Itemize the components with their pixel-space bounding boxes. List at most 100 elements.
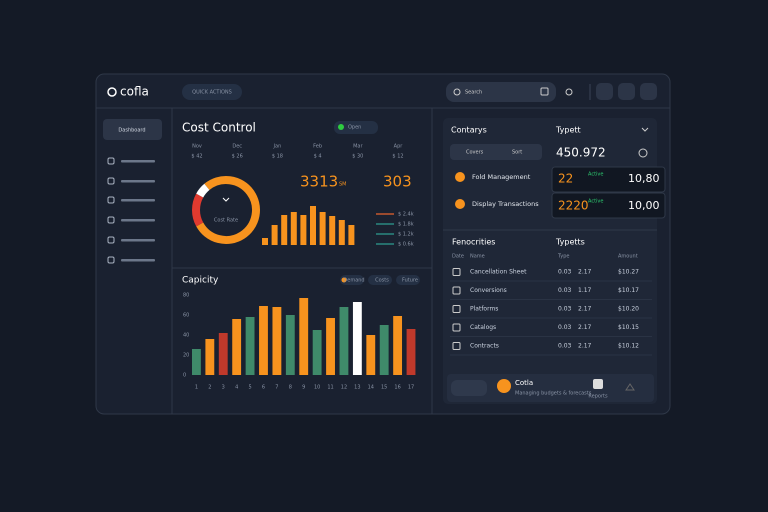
menu-item[interactable]	[121, 239, 155, 242]
menu-item[interactable]	[121, 259, 155, 262]
donut-heart	[222, 197, 230, 202]
notification-icon[interactable]	[565, 88, 573, 96]
table-cell: $10.27	[618, 269, 639, 276]
y-tick-label: 80	[183, 293, 189, 299]
legend-label: $ 0.6k	[398, 242, 414, 248]
menu-icon[interactable]	[107, 256, 115, 264]
row-icon	[452, 268, 461, 276]
column-header: Amount	[618, 254, 638, 260]
status: Open	[348, 125, 361, 131]
footer-link[interactable]: Reports	[588, 394, 608, 400]
column-label: Mar	[353, 144, 363, 150]
row-name: Fold Management	[472, 173, 531, 181]
table-cell: 2.17	[578, 269, 592, 276]
chevron[interactable]	[641, 127, 649, 132]
bar	[271, 225, 278, 245]
column-header: Date	[452, 254, 464, 260]
x-tick-label: 2	[208, 385, 211, 391]
menu-item[interactable]	[121, 199, 155, 202]
column-value: $ 4	[314, 154, 322, 160]
x-tick-label: 1	[195, 385, 198, 391]
table-cell: 0.03	[558, 269, 572, 276]
quick-action: QUICK ACTIONS	[192, 90, 232, 96]
metric-unit: SM	[339, 182, 347, 188]
column-value: $ 26	[232, 154, 243, 160]
legend-pill[interactable]	[368, 275, 392, 285]
legend-pill[interactable]	[340, 275, 364, 285]
x-tick-label: 17	[408, 385, 414, 391]
table-cell: Cancellation Sheet	[470, 269, 527, 276]
menu-icon[interactable]	[107, 177, 115, 185]
logo-icon	[107, 87, 117, 97]
bar	[352, 302, 362, 375]
menu-item[interactable]	[121, 219, 155, 222]
column-header: Type	[557, 254, 569, 260]
bar	[290, 212, 297, 245]
menu-item[interactable]	[121, 180, 155, 183]
column-label: Apr	[394, 144, 404, 150]
contacts-search[interactable]	[450, 144, 542, 160]
table-cell: $10.12	[618, 343, 639, 350]
row-value: 22	[558, 172, 573, 186]
legend-label: $ 2.4k	[398, 212, 414, 218]
profile-button[interactable]	[640, 83, 657, 100]
settings-button[interactable]	[618, 83, 635, 100]
legend-dot	[341, 277, 347, 283]
table-cell: $10.20	[618, 306, 639, 313]
menu-icon[interactable]	[107, 236, 115, 244]
donut-segment	[192, 193, 204, 227]
row-icon	[452, 342, 461, 350]
column-header: Name	[470, 254, 485, 260]
section-title: Cost Control	[182, 121, 256, 135]
menu-icon[interactable]	[107, 157, 115, 165]
x-tick-label: 3	[222, 385, 225, 391]
x-tick-label: 11	[327, 385, 333, 391]
y-tick-label: 0	[183, 373, 186, 379]
quick-action-button[interactable]	[182, 84, 242, 100]
legend-label: Costs	[375, 278, 389, 284]
menu-icon[interactable]	[107, 196, 115, 204]
panel-title: Contarys	[451, 126, 487, 135]
bar	[339, 307, 349, 375]
bar	[393, 316, 403, 375]
bar	[300, 215, 307, 245]
table-cell: Platforms	[470, 306, 498, 313]
menu-item[interactable]	[121, 160, 155, 163]
refresh-icon[interactable]	[638, 148, 648, 158]
bar	[406, 329, 416, 375]
bar	[299, 298, 309, 375]
bar	[319, 212, 326, 245]
bar	[312, 330, 322, 375]
highlight-box	[551, 192, 666, 219]
footer-button[interactable]	[451, 380, 487, 396]
legend-pill[interactable]	[396, 275, 420, 285]
table-cell: 1.17	[578, 287, 592, 294]
row-amount: 10,80	[628, 172, 660, 185]
column-value: $ 12	[392, 154, 403, 160]
logo: cofla	[120, 85, 149, 99]
table-cell: 0.03	[558, 306, 572, 313]
home-button[interactable]	[596, 83, 613, 100]
sidebar-button[interactable]	[103, 119, 162, 140]
bar	[329, 216, 336, 245]
column-label: Nov	[192, 144, 202, 150]
section-title: Capicity	[182, 276, 219, 286]
bar	[379, 325, 389, 375]
status-pill	[334, 121, 378, 134]
menu-icon[interactable]	[107, 216, 115, 224]
search-icon	[453, 88, 461, 96]
x-tick-label: 13	[354, 385, 360, 391]
table-cell: 0.03	[558, 324, 572, 331]
highlight-box	[551, 166, 666, 193]
footer-icon[interactable]	[593, 379, 603, 389]
footer-icon[interactable]	[625, 383, 635, 391]
x-tick-label: 6	[262, 385, 265, 391]
row-icon	[452, 323, 461, 332]
row-icon	[452, 305, 461, 313]
search-box[interactable]	[446, 82, 556, 102]
sidebar-button-label: Dashboard	[118, 128, 145, 134]
column-value: $ 30	[352, 154, 363, 160]
legend-label: $ 1.2k	[398, 232, 414, 238]
x-tick-label: 5	[248, 385, 251, 391]
